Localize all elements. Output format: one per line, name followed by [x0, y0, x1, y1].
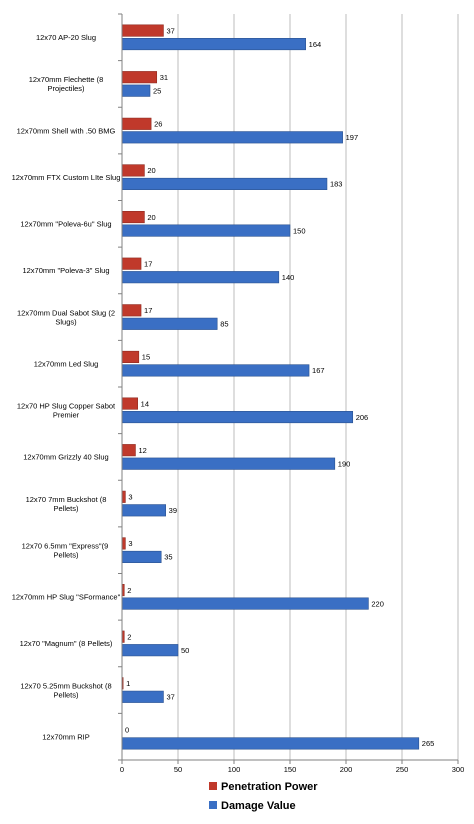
bar-damage-value [121, 690, 164, 703]
category-label: 12x70mm Flechette (8 Projectiles) [29, 75, 104, 93]
data-label-penetration-power: 14 [141, 399, 149, 408]
bar-penetration-power [121, 304, 142, 317]
x-tick-label: 200 [340, 765, 353, 774]
bar-penetration-power [121, 397, 138, 410]
data-label-damage-value: 25 [153, 86, 161, 95]
data-label-penetration-power: 1 [126, 679, 130, 688]
gridlines [177, 14, 459, 760]
bar-damage-value [121, 737, 420, 750]
bar-penetration-power [121, 537, 126, 550]
bar-damage-value [121, 597, 369, 610]
data-label-damage-value: 140 [282, 273, 295, 282]
data-label-damage-value: 220 [371, 599, 384, 608]
data-label-penetration-power: 17 [144, 306, 152, 315]
bar-damage-value [121, 131, 343, 144]
data-label-penetration-power: 20 [147, 166, 155, 175]
data-label-damage-value: 164 [309, 40, 322, 49]
category-label: 12x70mm FTX Custom LIte Slug [12, 173, 121, 182]
data-label-damage-value: 50 [181, 646, 189, 655]
bar-damage-value [121, 271, 280, 284]
x-tick-label: 50 [174, 765, 182, 774]
bar-damage-value [121, 317, 218, 330]
data-label-penetration-power: 20 [147, 213, 155, 222]
legend-label-penetration-power: Penetration Power [221, 781, 318, 793]
bar-damage-value [121, 457, 336, 470]
category-labels: 12x70 AP-20 Slug 12x70mm Flechette (8 Proj… [12, 33, 121, 741]
bar-penetration-power [121, 490, 126, 503]
category-label: 12x70mm "Poleva-3" Slug [22, 266, 109, 275]
x-tick-label: 300 [452, 765, 465, 774]
x-tick-label: 0 [120, 765, 124, 774]
bar-penetration-power [121, 164, 145, 177]
category-label: 12x70 "Magnum" (8 Pellets) [20, 639, 113, 648]
category-label: 12x70 6.5mm "Express"(9 Pellets) [22, 541, 111, 559]
category-label: 12x70mm RIP [42, 732, 90, 741]
data-label-damage-value: 197 [346, 133, 359, 142]
bar-penetration-power [121, 350, 140, 363]
data-label-penetration-power: 31 [160, 73, 168, 82]
data-label-damage-value: 85 [220, 320, 228, 329]
legend: Penetration Power Damage Value [209, 781, 318, 812]
bar-damage-value [121, 550, 162, 563]
data-label-penetration-power: 3 [128, 539, 132, 548]
data-label-penetration-power: 37 [166, 26, 174, 35]
category-label: 12x70mm HP Slug "SFormance" [12, 593, 121, 602]
data-label-penetration-power: 3 [128, 493, 132, 502]
bar-damage-value [121, 224, 291, 237]
data-label-damage-value: 37 [166, 693, 174, 702]
bar-damage-value [121, 84, 151, 97]
axes [118, 13, 459, 764]
category-label: 12x70mm "Poleva-6u" Slug [20, 220, 111, 229]
bar-damage-value [121, 38, 306, 51]
data-label-penetration-power: 26 [154, 120, 162, 129]
data-label-damage-value: 35 [164, 553, 172, 562]
value-labels: 3716431252619720183201501714017851516714… [125, 26, 434, 748]
bar-damage-value [121, 177, 328, 190]
data-label-penetration-power: 15 [142, 353, 150, 362]
legend-swatch-penetration-power [209, 782, 217, 790]
category-label: 12x70mm Led Slug [34, 359, 99, 368]
x-tick-labels: 0 50 100 150 200 250 300 [120, 765, 464, 774]
bar-penetration-power [121, 257, 142, 270]
data-label-damage-value: 190 [338, 459, 351, 468]
category-label: 12x70mm Grizzly 40 Slug [23, 453, 108, 462]
category-label: 12x70 7mm Buckshot (8 Pellets) [26, 495, 107, 513]
data-label-penetration-power: 0 [125, 726, 129, 735]
data-label-penetration-power: 2 [127, 632, 131, 641]
legend-label-damage-value: Damage Value [221, 800, 296, 812]
bar-penetration-power [121, 444, 136, 457]
data-label-damage-value: 183 [330, 180, 343, 189]
bar-damage-value [121, 504, 166, 517]
bar-damage-value [121, 411, 354, 424]
data-label-penetration-power: 2 [127, 586, 131, 595]
bar-penetration-power [121, 24, 164, 37]
data-label-damage-value: 265 [422, 739, 435, 748]
bars [121, 24, 420, 750]
bar-penetration-power [121, 117, 152, 130]
bar-damage-value [121, 644, 179, 657]
data-label-penetration-power: 17 [144, 259, 152, 268]
category-label: 12x70mm Shell with .50 BMG [17, 126, 116, 135]
category-label: 12x70 5.25mm Buckshot (8 Pellets) [20, 681, 111, 699]
data-label-damage-value: 150 [293, 226, 306, 235]
bar-penetration-power [121, 211, 145, 224]
legend-swatch-damage-value [209, 801, 217, 809]
data-label-damage-value: 206 [356, 413, 369, 422]
bar-damage-value [121, 364, 310, 377]
x-tick-label: 150 [284, 765, 297, 774]
bar-penetration-power [121, 71, 158, 84]
data-label-damage-value: 39 [169, 506, 177, 515]
data-label-penetration-power: 12 [138, 446, 146, 455]
category-label: 12x70 AP-20 Slug [36, 33, 96, 42]
x-tick-label: 100 [228, 765, 241, 774]
category-label: 12x70mm Dual Sabot Slug (2 Slugs) [17, 308, 115, 326]
category-label: 12x70 HP Slug Copper Sabot Premier [17, 402, 116, 420]
x-tick-label: 250 [396, 765, 409, 774]
data-label-damage-value: 167 [312, 366, 325, 375]
